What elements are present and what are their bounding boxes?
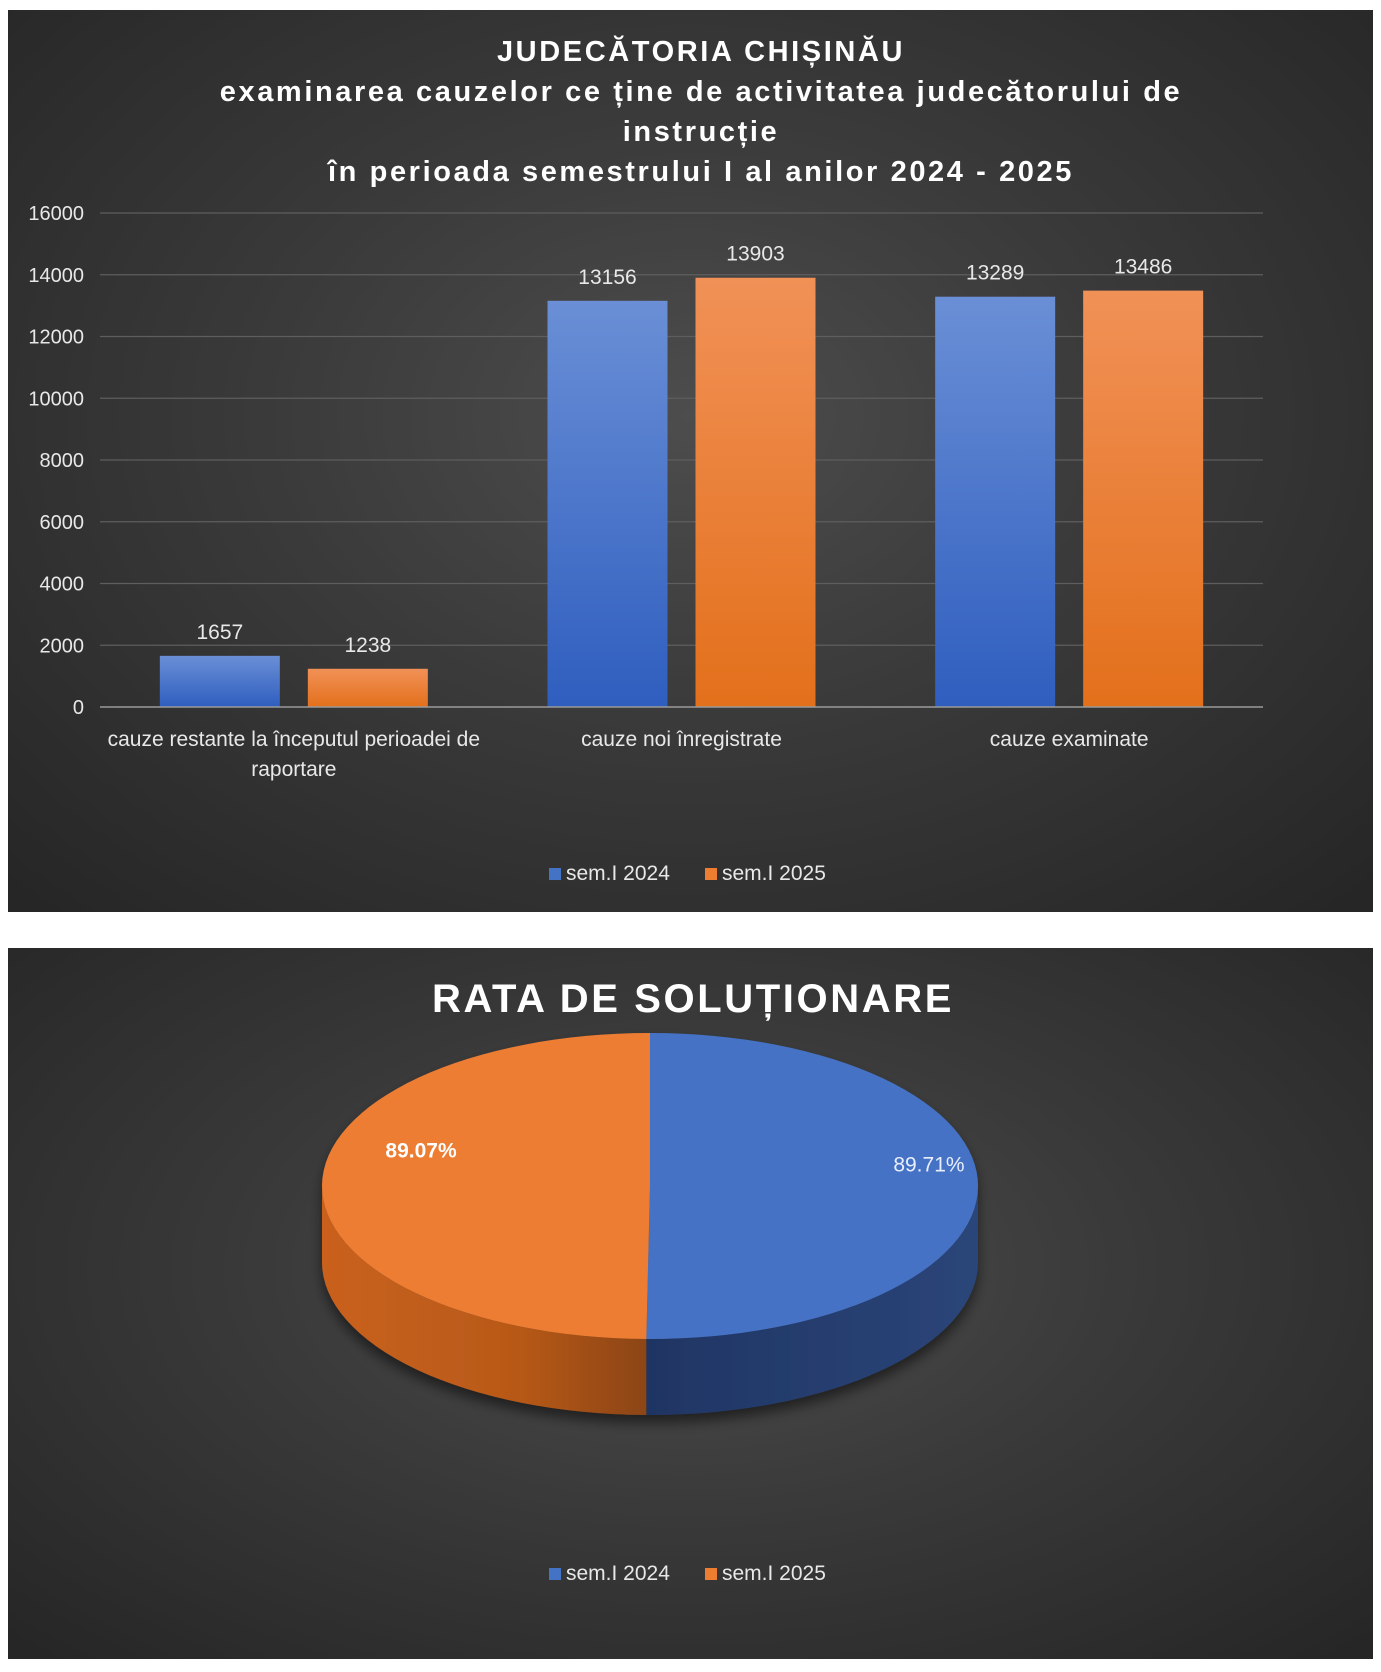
category-label: cauze restante la începutul perioadei de [108, 728, 480, 751]
bar-title-line-2: examinarea cauzelor ce ține de activitat… [220, 76, 1183, 108]
bar-title-line-1: JUDECĂTORIA CHIȘINĂU [497, 35, 905, 68]
y-tick-label: 2000 [40, 635, 85, 657]
pie [321, 1033, 978, 1415]
y-tick-label: 10000 [28, 388, 84, 410]
bar-chart-panel: JUDECĂTORIA CHIȘINĂU examinarea cauzelor… [8, 10, 1373, 912]
bar-2024 [159, 655, 280, 707]
pie-legend-label-2025: sem.I 2025 [722, 1562, 826, 1585]
bar-chart: JUDECĂTORIA CHIȘINĂU examinarea cauzelor… [28, 35, 1263, 885]
pie-side-2025 [322, 1186, 647, 1415]
pie-legend-label-2024: sem.I 2024 [566, 1562, 670, 1585]
bar-data-label: 13289 [966, 262, 1024, 285]
bar-data-label: 13903 [726, 243, 784, 266]
bars [159, 277, 1204, 707]
y-axis: 0 2000 4000 6000 8000 10000 12000 14000 16000 [28, 203, 84, 719]
legend-swatch-2024 [549, 868, 561, 880]
bar-2025 [1083, 290, 1204, 707]
bar-title-line-4: în perioada semestrului I al anilor 2024… [326, 156, 1074, 188]
y-tick-label: 6000 [40, 512, 85, 534]
pie-chart-panel: RATA DE SOLUȚIONARE 89.71% 89.07% sem.I 2… [8, 948, 1373, 1659]
bar-data-label: 1657 [196, 621, 243, 644]
pie-chart: RATA DE SOLUȚIONARE 89.71% 89.07% sem.I 2… [321, 977, 978, 1585]
legend-swatch-2025 [705, 868, 717, 880]
gridlines [100, 212, 1263, 646]
y-tick-label: 4000 [40, 574, 85, 596]
category-label: cauze examinate [990, 728, 1149, 751]
pie-side-2024 [646, 1186, 978, 1415]
bar-data-label: 13486 [1114, 256, 1172, 279]
data-labels: 1657 1238 13156 13903 13289 13486 [196, 243, 1172, 657]
bar-2024 [935, 296, 1056, 707]
category-label: cauze noi înregistrate [581, 728, 782, 751]
category-label: raportare [251, 758, 336, 781]
pie-slice-2025 [321, 1033, 650, 1339]
pie-legend-swatch-2025 [705, 1568, 717, 1580]
y-tick-label: 0 [73, 697, 84, 719]
bar-2024 [547, 300, 668, 707]
y-tick-label: 14000 [28, 265, 84, 287]
pie-label-2025: 89.07% [385, 1139, 457, 1162]
bar-chart-legend: sem.I 2024 sem.I 2025 [549, 862, 826, 885]
pie-chart-title: RATA DE SOLUȚIONARE [432, 977, 954, 1021]
legend-label-2024: sem.I 2024 [566, 862, 670, 885]
pie-chart-legend: sem.I 2024 sem.I 2025 [549, 1562, 826, 1585]
y-tick-label: 16000 [28, 203, 84, 225]
pie-legend-swatch-2024 [549, 1568, 561, 1580]
bar-2025 [695, 277, 816, 707]
y-tick-label: 8000 [40, 450, 85, 472]
pie-slice-2024 [646, 1033, 978, 1339]
y-tick-label: 12000 [28, 327, 84, 349]
pie-label-2024: 89.71% [893, 1154, 964, 1177]
bar-title-line-3: instrucție [623, 116, 780, 148]
bar-chart-title: JUDECĂTORIA CHIȘINĂU examinarea cauzelor… [220, 35, 1183, 188]
bar-data-label: 1238 [344, 634, 391, 657]
legend-label-2025: sem.I 2025 [722, 862, 826, 885]
pie-data-labels: 89.71% 89.07% [385, 1139, 964, 1176]
bar-data-label: 13156 [578, 266, 636, 289]
x-axis-categories: cauze restante la începutul perioadei de… [108, 728, 1149, 781]
bar-2025 [307, 668, 428, 707]
